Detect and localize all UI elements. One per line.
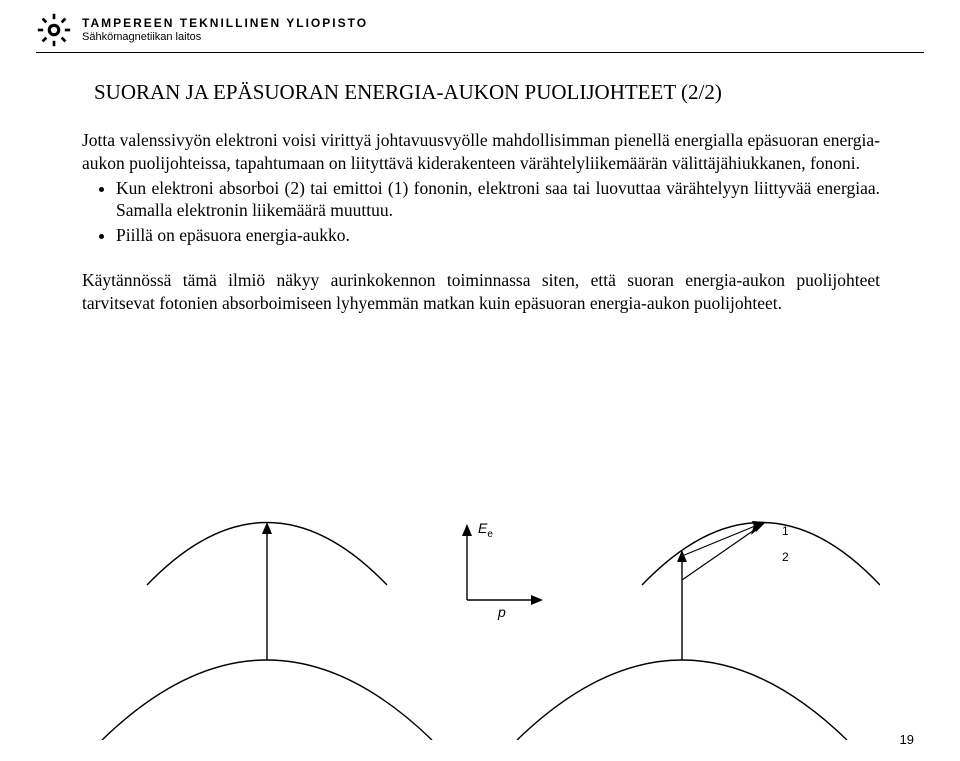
header-divider xyxy=(36,52,924,53)
gear-logo-icon xyxy=(36,12,72,48)
energy-axis-sub: e xyxy=(487,529,493,540)
energy-axis-letter: E xyxy=(478,520,487,536)
momentum-axis-label: p xyxy=(498,604,506,620)
bullet-list: Kun elektroni absorboi (2) tai emittoi (… xyxy=(116,177,880,247)
arrow-label-2: 2 xyxy=(782,550,789,564)
intro-paragraph: Jotta valenssivyön elektroni voisi virit… xyxy=(82,129,880,175)
energy-axis-label: Ee xyxy=(478,520,493,540)
university-name: TAMPEREEN TEKNILLINEN YLIOPISTO xyxy=(82,16,368,30)
page-title: SUORAN JA EPÄSUORAN ENERGIA-AUKON PUOLIJ… xyxy=(94,80,880,105)
content: SUORAN JA EPÄSUORAN ENERGIA-AUKON PUOLIJ… xyxy=(82,80,880,314)
list-item: Kun elektroni absorboi (2) tai emittoi (… xyxy=(116,177,880,223)
band-diagram: Ee p 1 2 xyxy=(82,500,880,740)
arrow-label-1: 1 xyxy=(782,524,789,538)
header: TAMPEREEN TEKNILLINEN YLIOPISTO Sähkömag… xyxy=(36,12,368,48)
department-name: Sähkömagnetiikan laitos xyxy=(82,31,368,44)
list-item: Piillä on epäsuora energia-aukko. xyxy=(116,224,880,247)
page-number: 19 xyxy=(900,732,914,747)
closing-paragraph: Käytännössä tämä ilmiö näkyy aurinkokenn… xyxy=(82,269,880,315)
header-text: TAMPEREEN TEKNILLINEN YLIOPISTO Sähkömag… xyxy=(82,16,368,44)
